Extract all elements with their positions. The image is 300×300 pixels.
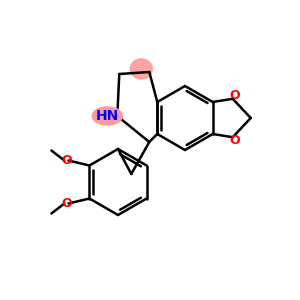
- Text: O: O: [61, 197, 72, 210]
- Text: HN: HN: [96, 109, 119, 123]
- Text: O: O: [230, 89, 240, 102]
- Ellipse shape: [92, 107, 122, 125]
- Text: O: O: [61, 154, 72, 167]
- Text: O: O: [230, 134, 240, 147]
- Ellipse shape: [130, 59, 152, 79]
